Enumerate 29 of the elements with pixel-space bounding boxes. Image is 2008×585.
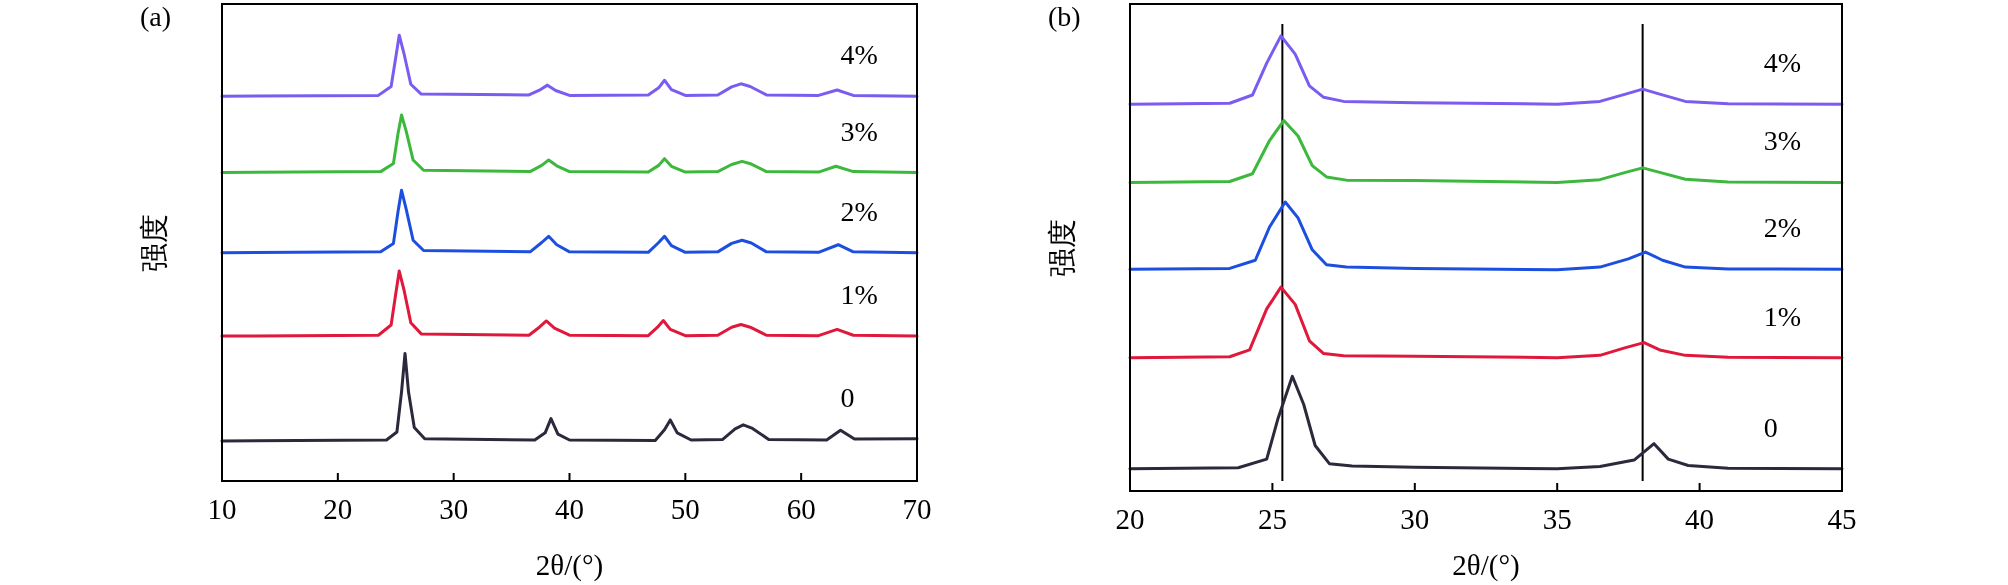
x-tick-label: 60 — [786, 493, 816, 525]
series-label: 2% — [840, 195, 878, 227]
chart-title: (a) — [140, 1, 172, 32]
series-label: 1% — [840, 279, 878, 311]
series-label: 0 — [840, 381, 855, 413]
series-label: 3% — [840, 115, 878, 147]
series-label: 1% — [1763, 300, 1802, 332]
series-label: 3% — [1763, 125, 1802, 157]
x-tick-label: 20 — [323, 493, 353, 525]
x-tick-label: 45 — [1827, 503, 1857, 535]
y-axis-title: 强度 — [138, 213, 170, 272]
x-tick-label: 70 — [902, 493, 932, 525]
x-tick-label: 35 — [1542, 503, 1572, 535]
series-label: 2% — [1763, 212, 1802, 244]
chart-title: (b) — [1048, 1, 1081, 32]
x-tick-label: 30 — [439, 493, 469, 525]
x-tick-label: 30 — [1400, 503, 1430, 535]
x-axis-title: 2θ/(°) — [535, 549, 604, 582]
x-tick-label: 40 — [1685, 503, 1715, 535]
x-tick-label: 40 — [555, 493, 584, 525]
series-label: 4% — [840, 39, 878, 71]
x-tick-label: 10 — [207, 493, 237, 525]
y-axis-title: 强度 — [1046, 218, 1078, 277]
x-tick-label: 20 — [1115, 503, 1145, 535]
x-axis-title: 2θ/(°) — [1452, 549, 1520, 582]
x-tick-label: 25 — [1257, 503, 1287, 535]
series-label: 4% — [1763, 47, 1802, 79]
x-tick-label: 50 — [670, 493, 700, 525]
series-label: 0 — [1763, 411, 1778, 443]
